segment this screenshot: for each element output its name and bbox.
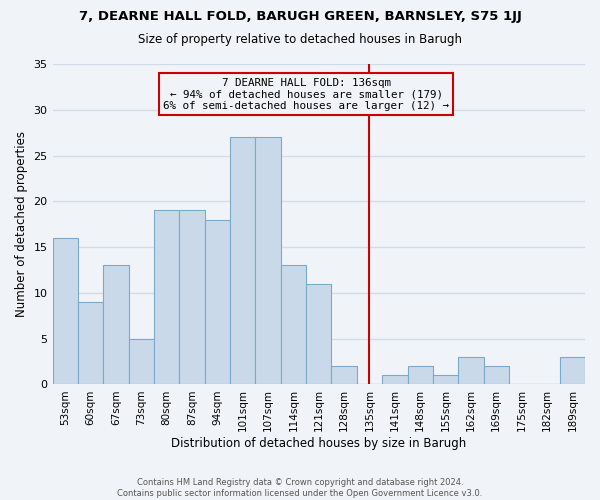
Bar [458,357,484,384]
Bar [281,266,306,384]
Bar [433,376,458,384]
Bar [78,302,103,384]
Bar [103,266,128,384]
Bar [331,366,357,384]
Bar [230,137,256,384]
Bar [205,220,230,384]
X-axis label: Distribution of detached houses by size in Barugh: Distribution of detached houses by size … [171,437,466,450]
Text: 7 DEARNE HALL FOLD: 136sqm
← 94% of detached houses are smaller (179)
6% of semi: 7 DEARNE HALL FOLD: 136sqm ← 94% of deta… [163,78,449,111]
Bar [484,366,509,384]
Text: 7, DEARNE HALL FOLD, BARUGH GREEN, BARNSLEY, S75 1JJ: 7, DEARNE HALL FOLD, BARUGH GREEN, BARNS… [79,10,521,23]
Text: Contains HM Land Registry data © Crown copyright and database right 2024.
Contai: Contains HM Land Registry data © Crown c… [118,478,482,498]
Text: Size of property relative to detached houses in Barugh: Size of property relative to detached ho… [138,32,462,46]
Bar [407,366,433,384]
Bar [560,357,585,384]
Bar [154,210,179,384]
Bar [306,284,331,384]
Y-axis label: Number of detached properties: Number of detached properties [15,131,28,317]
Bar [53,238,78,384]
Bar [256,137,281,384]
Bar [179,210,205,384]
Bar [382,376,407,384]
Bar [128,338,154,384]
